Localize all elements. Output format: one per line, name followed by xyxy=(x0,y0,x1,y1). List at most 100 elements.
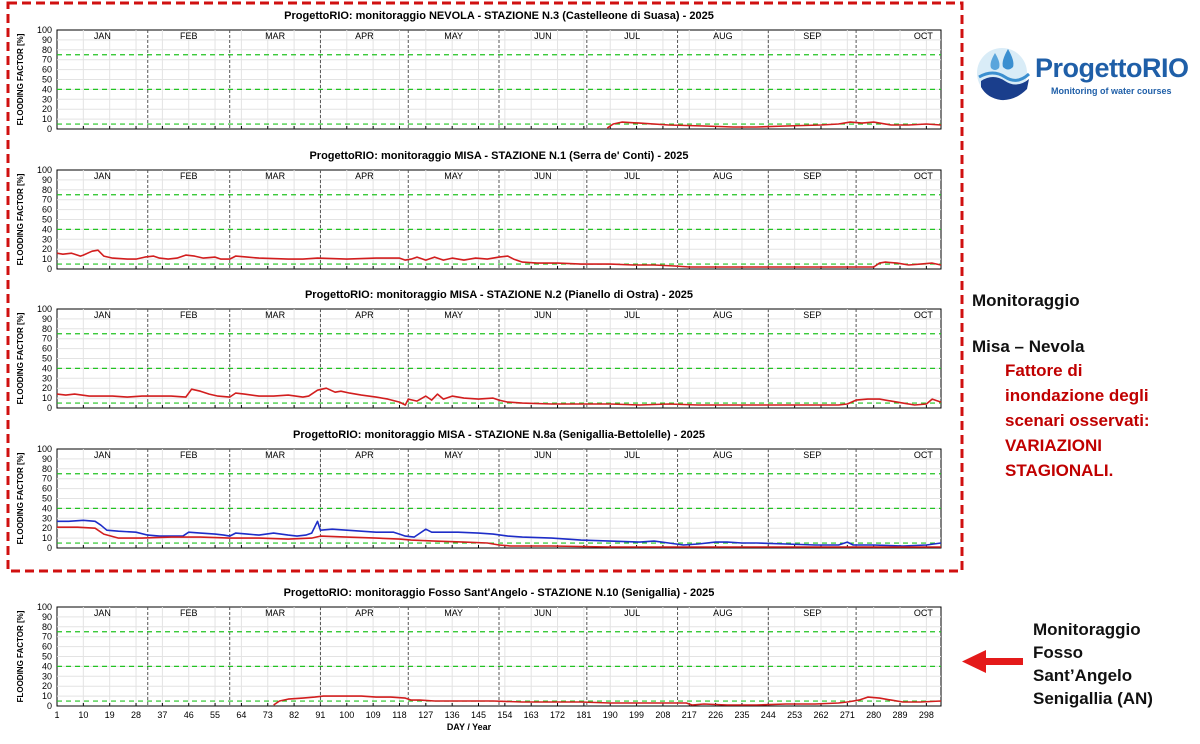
y-tick-label: 0 xyxy=(47,701,52,711)
y-tick-label: 10 xyxy=(42,691,52,701)
progettorio-logo: ProgettoRIO Monitoring of water courses xyxy=(975,43,1189,105)
series-line-red xyxy=(606,121,942,129)
x-tick-label: 244 xyxy=(761,710,776,720)
chart-title: ProgettoRIO: monitoraggio NEVOLA - STAZI… xyxy=(284,10,714,22)
month-label: MAR xyxy=(265,450,286,460)
month-label: JUN xyxy=(534,450,552,460)
month-label: FEB xyxy=(180,31,198,41)
x-tick-label: 145 xyxy=(471,710,486,720)
x-tick-label: 136 xyxy=(445,710,460,720)
y-tick-label: 60 xyxy=(42,344,52,354)
chart-title: ProgettoRIO: monitoraggio MISA - STAZION… xyxy=(309,150,688,162)
y-tick-label: 100 xyxy=(37,444,52,454)
series-line-red xyxy=(56,387,942,406)
month-label: AUG xyxy=(713,171,733,181)
series-line-red xyxy=(56,249,942,268)
y-tick-label: 70 xyxy=(42,334,52,344)
month-label: MAR xyxy=(265,31,286,41)
x-tick-label: 127 xyxy=(418,710,433,720)
series-line-blue xyxy=(57,519,942,547)
month-label: SEP xyxy=(803,171,821,181)
x-tick-label: 235 xyxy=(734,710,749,720)
y-tick-label: 100 xyxy=(37,25,52,35)
y-tick-label: 60 xyxy=(42,205,52,215)
y-tick-label: 20 xyxy=(42,244,52,254)
month-label: JUL xyxy=(624,310,640,320)
series-line-red xyxy=(57,526,941,548)
x-tick-label: 271 xyxy=(840,710,855,720)
chart-2: ProgettoRIO: monitoraggio MISA - STAZION… xyxy=(16,150,942,274)
chart-3: ProgettoRIO: monitoraggio MISA - STAZION… xyxy=(16,289,942,413)
chart-title: ProgettoRIO: monitoraggio Fosso Sant'Ang… xyxy=(284,587,715,599)
month-label: JUN xyxy=(534,310,552,320)
x-tick-label: 10 xyxy=(78,710,88,720)
month-label: AUG xyxy=(713,608,733,618)
y-axis-label: FLOODING FACTOR [%] xyxy=(16,173,25,265)
month-label: FEB xyxy=(180,608,198,618)
y-tick-label: 40 xyxy=(42,84,52,94)
charts-group: ProgettoRIO: monitoraggio NEVOLA - STAZI… xyxy=(16,10,942,732)
y-tick-label: 20 xyxy=(42,681,52,691)
y-tick-label: 80 xyxy=(42,185,52,195)
x-tick-label: 55 xyxy=(210,710,220,720)
month-label: OCT xyxy=(914,608,934,618)
month-label: JAN xyxy=(94,310,111,320)
y-tick-label: 0 xyxy=(47,543,52,553)
month-label: MAY xyxy=(444,31,463,41)
label-line: VARIAZIONI xyxy=(1005,436,1102,455)
month-label: FEB xyxy=(180,171,198,181)
chart-4: ProgettoRIO: monitoraggio MISA - STAZION… xyxy=(16,429,942,553)
x-tick-label: 217 xyxy=(682,710,697,720)
x-tick-label: 226 xyxy=(708,710,723,720)
x-tick-label: 208 xyxy=(655,710,670,720)
label-line: Fosso xyxy=(1033,643,1084,662)
y-tick-label: 30 xyxy=(42,671,52,681)
month-label: APR xyxy=(355,171,374,181)
month-label: APR xyxy=(355,310,374,320)
x-tick-label: 28 xyxy=(131,710,141,720)
month-label: JAN xyxy=(94,31,111,41)
x-tick-label: 37 xyxy=(157,710,167,720)
month-label: JAN xyxy=(94,171,111,181)
y-tick-label: 70 xyxy=(42,632,52,642)
y-axis-label: FLOODING FACTOR [%] xyxy=(16,610,25,702)
x-tick-label: 190 xyxy=(603,710,618,720)
y-tick-label: 30 xyxy=(42,513,52,523)
x-tick-label: 199 xyxy=(629,710,644,720)
label-line: Sant’Angelo xyxy=(1033,666,1133,685)
label-line: inondazione degli xyxy=(1005,386,1149,405)
x-tick-label: 100 xyxy=(339,710,354,720)
month-label: AUG xyxy=(713,310,733,320)
x-tick-label: 64 xyxy=(236,710,246,720)
month-label: MAR xyxy=(265,608,286,618)
month-label: APR xyxy=(355,31,374,41)
month-label: MAY xyxy=(444,450,463,460)
month-label: MAY xyxy=(444,608,463,618)
y-tick-label: 50 xyxy=(42,354,52,364)
y-tick-label: 40 xyxy=(42,363,52,373)
x-tick-label: 19 xyxy=(105,710,115,720)
y-tick-label: 30 xyxy=(42,94,52,104)
y-tick-label: 60 xyxy=(42,65,52,75)
y-tick-label: 20 xyxy=(42,383,52,393)
chart-5: ProgettoRIO: monitoraggio Fosso Sant'Ang… xyxy=(16,587,942,732)
month-label: SEP xyxy=(803,31,821,41)
y-tick-label: 70 xyxy=(42,474,52,484)
y-tick-label: 100 xyxy=(37,602,52,612)
y-tick-label: 40 xyxy=(42,503,52,513)
month-label: MAY xyxy=(444,171,463,181)
y-tick-label: 30 xyxy=(42,373,52,383)
x-tick-label: 154 xyxy=(497,710,512,720)
x-tick-label: 181 xyxy=(576,710,591,720)
chart-title: ProgettoRIO: monitoraggio MISA - STAZION… xyxy=(305,289,693,301)
month-label: JUL xyxy=(624,450,640,460)
chart-title: ProgettoRIO: monitoraggio MISA - STAZION… xyxy=(293,429,705,441)
label-line: scenari osservati: xyxy=(1005,411,1150,430)
y-tick-label: 50 xyxy=(42,75,52,85)
y-tick-label: 10 xyxy=(42,393,52,403)
x-tick-label: 91 xyxy=(315,710,325,720)
month-label: OCT xyxy=(914,171,934,181)
y-tick-label: 80 xyxy=(42,45,52,55)
label-fattore-inondazione: Fattore di inondazione degli scenari oss… xyxy=(1005,358,1195,483)
x-tick-label: 82 xyxy=(289,710,299,720)
